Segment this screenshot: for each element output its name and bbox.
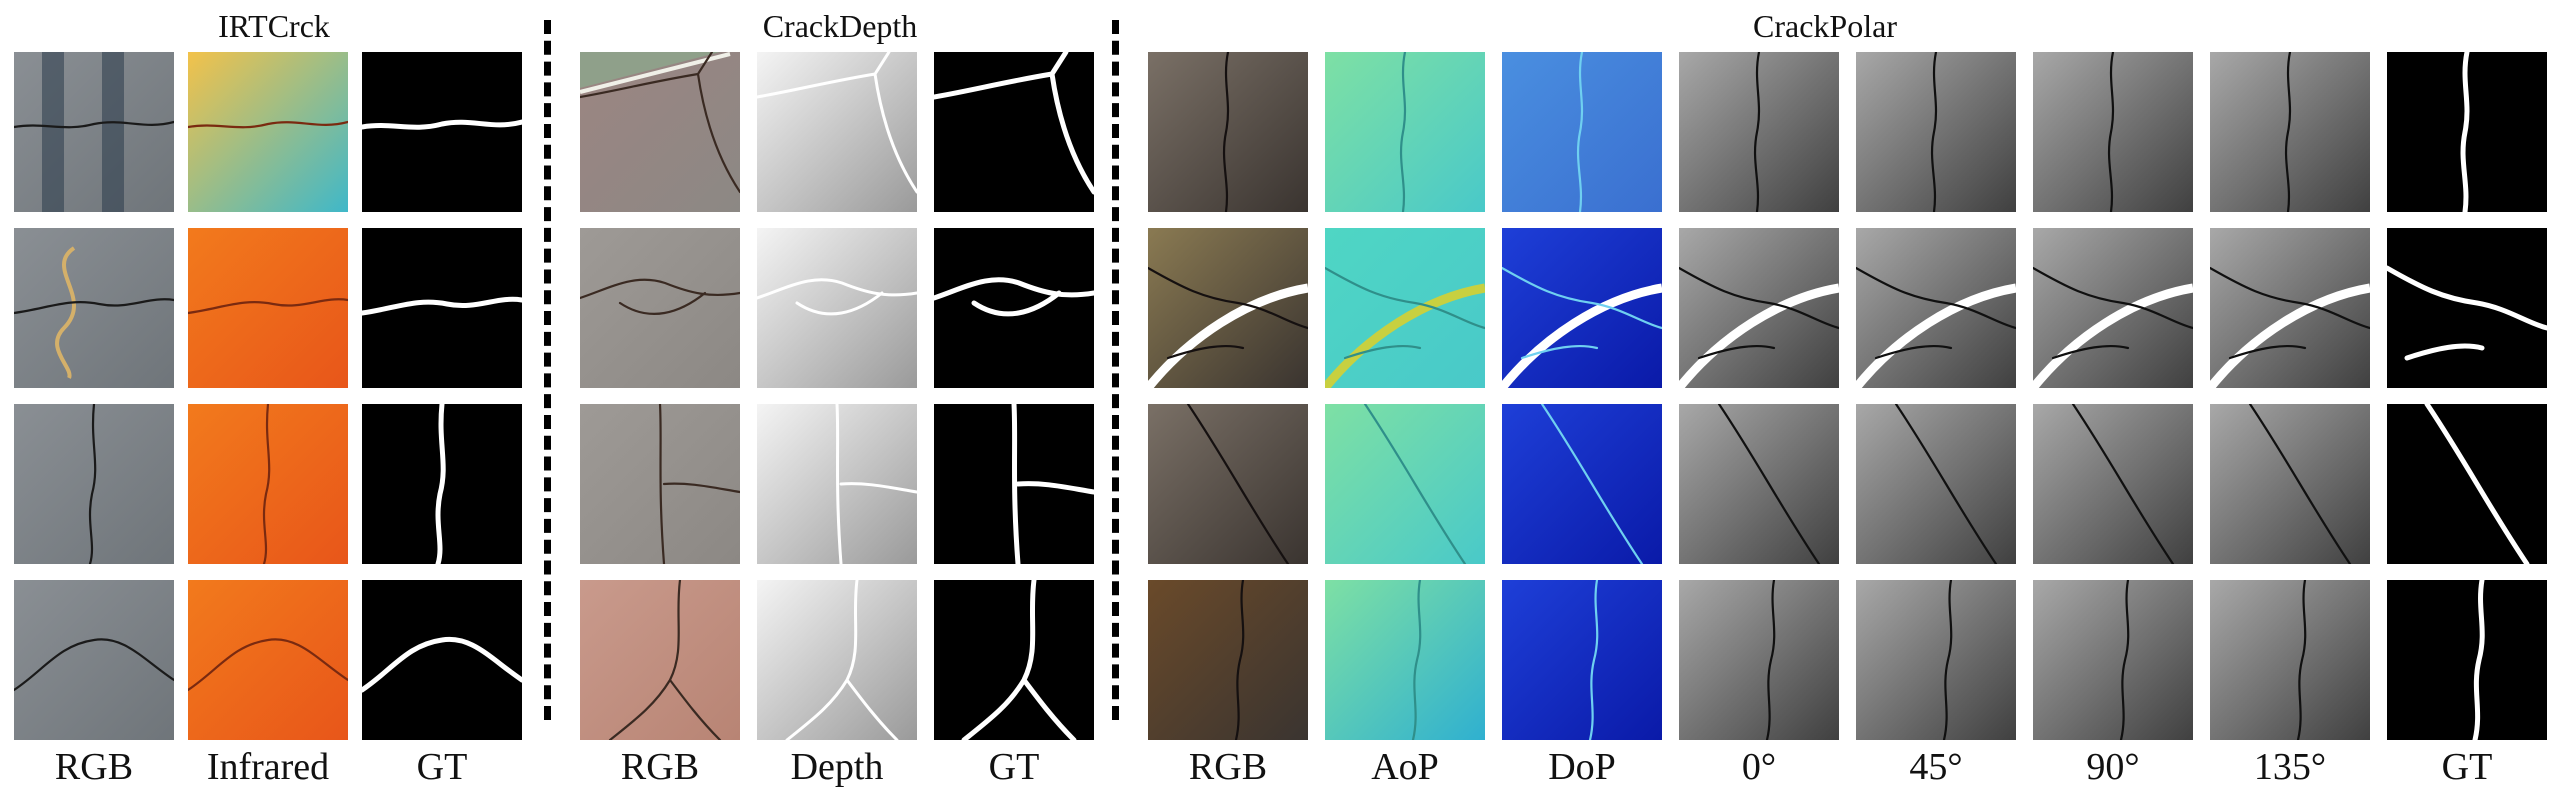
image-tile-crackpolar-0deg-row-2 [1679, 228, 1839, 388]
image-tile-crackpolar-90deg-row-4 [2033, 580, 2193, 740]
col-label-crackpolar-rgb: RGB [1188, 746, 1268, 788]
image-tile-crackpolar-45deg-row-2 [1856, 228, 2016, 388]
image-tile-irtcrck-infrared-row-3 [188, 404, 348, 564]
image-tile-crackpolar-90deg-row-1 [2033, 52, 2193, 212]
image-tile-crackpolar-45deg-row-4 [1856, 580, 2016, 740]
image-tile-irtcrck-rgb-row-4 [14, 580, 174, 740]
image-tile-crackpolar-135deg-row-4 [2210, 580, 2370, 740]
image-tile-crackdepth-depth-row-1 [757, 52, 917, 212]
group-title-irtcrck: IRTCrck [218, 8, 330, 44]
image-tile-irtcrck-gt-row-2 [362, 228, 522, 388]
group-separator-1 [544, 20, 551, 720]
group-separator-2 [1112, 20, 1119, 720]
image-tile-crackpolar-135deg-row-3 [2210, 404, 2370, 564]
image-tile-crackpolar-dop-row-3 [1502, 404, 1662, 564]
image-tile-crackpolar-gt-row-1 [2387, 52, 2547, 212]
col-label-crackpolar-45deg: 45° [1909, 746, 1963, 788]
col-label-irtcrck-gt: GT [416, 746, 468, 788]
image-tile-crackpolar-aop-row-2 [1325, 228, 1485, 388]
image-tile-irtcrck-infrared-row-4 [188, 580, 348, 740]
image-tile-crackpolar-dop-row-4 [1502, 580, 1662, 740]
col-label-crackpolar-90deg: 90° [2086, 746, 2140, 788]
col-label-crackpolar-135deg: 135° [2253, 746, 2327, 788]
image-tile-crackdepth-gt-row-2 [934, 228, 1094, 388]
group-title-crackpolar: CrackPolar [1753, 8, 1897, 44]
image-tile-crackpolar-rgb-row-4 [1148, 580, 1308, 740]
image-tile-crackpolar-gt-row-2 [2387, 228, 2547, 388]
col-label-crackdepth-gt: GT [988, 746, 1040, 788]
image-tile-crackpolar-aop-row-3 [1325, 404, 1485, 564]
col-label-crackpolar-aop: AoP [1371, 746, 1439, 788]
image-tile-crackdepth-depth-row-2 [757, 228, 917, 388]
image-tile-crackpolar-rgb-row-1 [1148, 52, 1308, 212]
image-tile-irtcrck-infrared-row-1 [188, 52, 348, 212]
col-label-irtcrck-rgb: RGB [54, 746, 134, 788]
image-tile-crackdepth-rgb-row-2 [580, 228, 740, 388]
image-tile-crackpolar-135deg-row-1 [2210, 52, 2370, 212]
image-tile-crackpolar-135deg-row-2 [2210, 228, 2370, 388]
image-tile-irtcrck-infrared-row-2 [188, 228, 348, 388]
col-label-crackpolar-0deg: 0° [1741, 746, 1777, 788]
image-tile-crackpolar-aop-row-1 [1325, 52, 1485, 212]
col-label-crackdepth-rgb: RGB [620, 746, 700, 788]
image-tile-crackpolar-rgb-row-3 [1148, 404, 1308, 564]
image-tile-crackdepth-rgb-row-4 [580, 580, 740, 740]
image-tile-crackpolar-rgb-row-2 [1148, 228, 1308, 388]
image-tile-crackpolar-gt-row-4 [2387, 580, 2547, 740]
image-tile-crackdepth-gt-row-4 [934, 580, 1094, 740]
image-tile-crackpolar-dop-row-1 [1502, 52, 1662, 212]
image-tile-irtcrck-gt-row-4 [362, 580, 522, 740]
image-tile-crackdepth-rgb-row-3 [580, 404, 740, 564]
col-label-crackpolar-gt: GT [2441, 746, 2493, 788]
col-label-crackdepth-depth: Depth [790, 746, 884, 788]
image-tile-crackpolar-45deg-row-1 [1856, 52, 2016, 212]
image-tile-irtcrck-gt-row-1 [362, 52, 522, 212]
image-tile-crackpolar-dop-row-2 [1502, 228, 1662, 388]
col-label-irtcrck-infrared: Infrared [206, 746, 330, 788]
image-tile-crackpolar-90deg-row-2 [2033, 228, 2193, 388]
image-tile-irtcrck-rgb-row-1 [14, 52, 174, 212]
image-tile-crackpolar-0deg-row-1 [1679, 52, 1839, 212]
image-tile-crackdepth-depth-row-4 [757, 580, 917, 740]
image-tile-crackpolar-0deg-row-3 [1679, 404, 1839, 564]
image-tile-crackpolar-90deg-row-3 [2033, 404, 2193, 564]
image-tile-crackpolar-0deg-row-4 [1679, 580, 1839, 740]
image-tile-irtcrck-rgb-row-2 [14, 228, 174, 388]
image-tile-crackdepth-gt-row-1 [934, 52, 1094, 212]
image-tile-crackpolar-aop-row-4 [1325, 580, 1485, 740]
col-label-crackpolar-dop: DoP [1548, 746, 1616, 788]
image-tile-irtcrck-gt-row-3 [362, 404, 522, 564]
image-tile-irtcrck-rgb-row-3 [14, 404, 174, 564]
image-tile-crackpolar-45deg-row-3 [1856, 404, 2016, 564]
image-tile-crackdepth-gt-row-3 [934, 404, 1094, 564]
group-title-crackdepth: CrackDepth [762, 8, 918, 44]
image-tile-crackdepth-depth-row-3 [757, 404, 917, 564]
image-tile-crackdepth-rgb-row-1 [580, 52, 740, 212]
image-tile-crackpolar-gt-row-3 [2387, 404, 2547, 564]
